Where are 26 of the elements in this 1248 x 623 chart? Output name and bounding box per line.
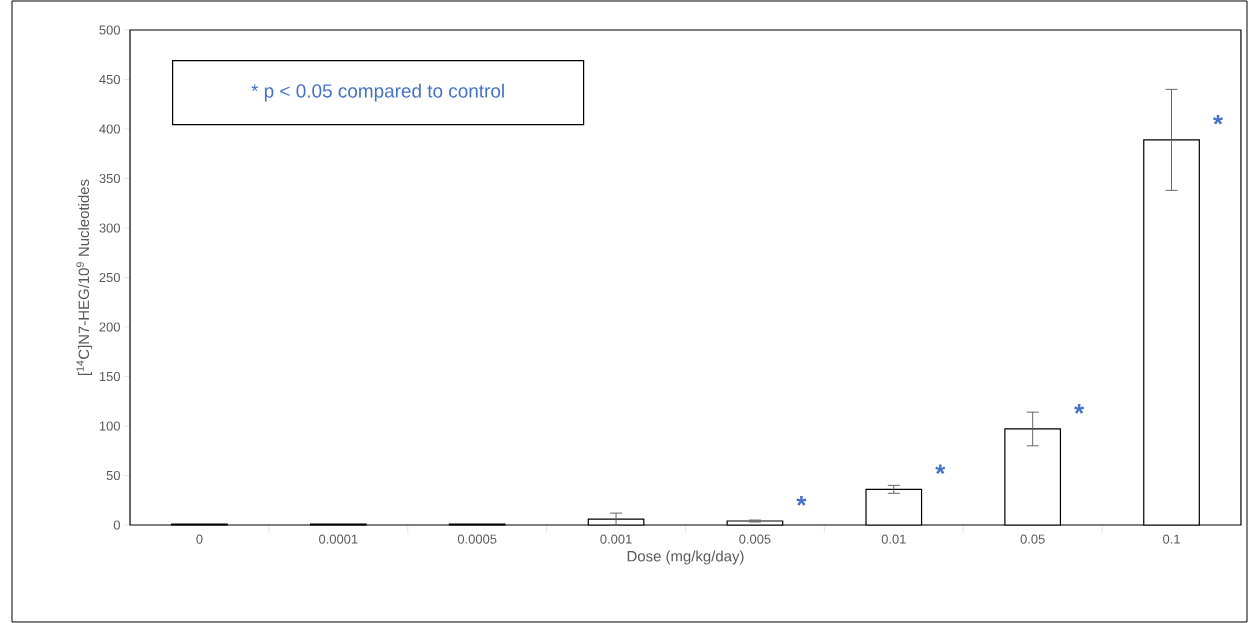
y-tick-label: 350 [99,173,120,184]
y-tick-label: 500 [99,25,120,35]
x-axis-title: Dose (mg/kg/day) [627,550,744,565]
annotation: * p < 0.05 compared to control [251,83,504,102]
annotation: * [1213,114,1223,125]
x-tick-label: 0.1 [1163,534,1180,544]
x-tick-label: 0 [196,534,203,544]
annotation: * [796,496,807,506]
y-tick-label: 400 [99,124,120,134]
y-tick-label: 250 [99,272,120,283]
x-tick-label: 0.05 [1020,534,1045,544]
y-tick-label: 0 [113,520,120,530]
x-tick-label: 0.01 [881,534,906,544]
y-axis-title: [$^{14}$C]N7-HEG/10$^{9}$ Nucleotides [76,179,93,375]
x-tick-label: 0.001 [600,534,632,544]
annotation: * [1074,404,1085,414]
x-tick-label: 0.0001 [319,534,358,544]
y-tick-label: 300 [99,223,120,233]
y-tick-label: 100 [99,421,120,431]
y-tick-label: 150 [99,371,120,382]
y-tick-label: 50 [106,470,120,481]
x-tick-label: 0.005 [739,534,771,544]
annotation: * [935,464,946,475]
x-tick-label: 0.0005 [457,534,497,544]
y-tick-label: 200 [99,322,120,332]
y-tick-label: 450 [99,74,120,85]
